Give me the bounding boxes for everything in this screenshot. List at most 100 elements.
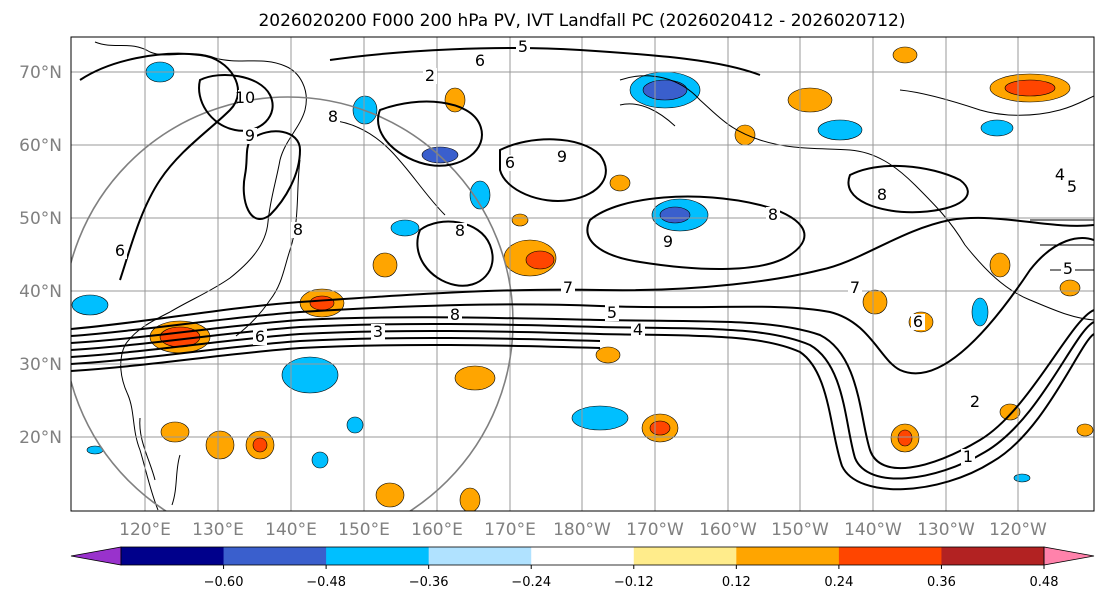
ivt-anomaly-patch <box>817 119 863 141</box>
colorbar-segment <box>838 547 942 565</box>
pv-contour-label: 2 <box>970 392 980 411</box>
ivt-anomaly-patch <box>1013 473 1031 483</box>
pv-label-bg <box>453 223 467 239</box>
pv-label-bg <box>291 222 305 238</box>
ivt-anomaly-patch <box>734 124 756 146</box>
pv-label-bg <box>473 53 487 69</box>
ivt-anomaly-patch <box>642 79 688 101</box>
ivt-anomaly-patch <box>989 252 1011 278</box>
ivt-anomaly-patch <box>1004 79 1056 97</box>
ivt-anomaly-patch <box>649 420 671 436</box>
colorbar-tick-label: 0.24 <box>824 575 853 590</box>
pv-contour-label: 8 <box>328 107 338 126</box>
ivt-anomaly-patch <box>609 174 631 192</box>
pv-contour-label: 6 <box>475 51 485 70</box>
colorbar-tick-label: −0.12 <box>614 575 654 590</box>
colorbar-segment <box>633 547 737 565</box>
pv-contour-label: 5 <box>607 303 617 322</box>
pv-label-bg <box>605 305 619 321</box>
ivt-anomaly-patch <box>252 437 268 453</box>
pv-contour-label: 9 <box>245 126 255 145</box>
map-frame <box>70 36 1095 512</box>
latitude-labels: 70°N 60°N 50°N 40°N 30°N 20°N <box>19 63 62 448</box>
pv-label-bg <box>911 314 925 330</box>
pv-contour-label: 8 <box>877 185 887 204</box>
influence-circle <box>71 96 514 511</box>
colorbar-segment <box>736 547 840 565</box>
pv-label-bg <box>243 128 257 144</box>
ivt-anomaly-patch <box>595 346 621 364</box>
graticule <box>71 37 1094 511</box>
pv-label-bg <box>875 187 889 203</box>
pv-label-bg <box>631 322 645 338</box>
colorbar-tick-label: 0.12 <box>722 575 751 590</box>
pv-label-bg <box>448 307 462 323</box>
pv-label-bg <box>503 155 517 171</box>
lat-tick-label: 70°N <box>19 63 62 83</box>
pv-label-bg <box>968 394 982 410</box>
ivt-anomaly-patch <box>525 250 555 270</box>
ivt-anomaly-patch <box>421 146 459 164</box>
lon-tick-label: 160°E <box>411 520 463 540</box>
lon-tick-label: 180°W <box>553 520 611 540</box>
colorbar-outline <box>120 546 1045 566</box>
ivt-anomaly-patch <box>1059 279 1081 297</box>
pv-label-bg <box>1061 261 1075 277</box>
pv-label-bg <box>661 234 675 250</box>
ivt-anomaly-patch <box>787 87 833 113</box>
pv-contour-label: 7 <box>563 278 573 297</box>
lat-tick-label: 30°N <box>19 355 62 375</box>
pv-label-bg <box>516 39 530 55</box>
ivt-anomaly-patch <box>346 416 364 434</box>
lon-tick-label: 140°W <box>844 520 902 540</box>
pv-contour-label: 8 <box>455 221 465 240</box>
pv-contour-label: 5 <box>1067 177 1077 196</box>
pv-label-bg <box>555 149 569 165</box>
pv-label-bg <box>326 109 340 125</box>
ivt-anomaly-patch <box>892 46 918 64</box>
longitude-labels: 120°E 130°E 140°E 150°E 160°E 170°E 180°W 170°W… <box>119 520 1047 540</box>
colorbar-segment <box>223 547 327 565</box>
ivt-anomaly-patch <box>281 356 339 394</box>
pv-contour-label: 6 <box>255 327 265 346</box>
ivt-anomaly-patch <box>659 206 691 224</box>
ivt-anomaly-patch <box>971 297 989 327</box>
colorbar-segment <box>121 547 225 565</box>
lat-tick-label: 40°N <box>19 282 62 302</box>
pv-contour-label: 9 <box>663 232 673 251</box>
pv-contour-label: 1 <box>963 447 973 466</box>
ivt-anomaly-patch <box>372 252 398 278</box>
colorbar-tick-label: 0.36 <box>927 575 956 590</box>
pv-label-bg <box>561 280 575 296</box>
colorbar-segment <box>941 547 1045 565</box>
colorbar-segment <box>428 547 532 565</box>
pv-contour-label: 8 <box>450 305 460 324</box>
pv-contour-label: 6 <box>913 312 923 331</box>
colorbar-segment <box>531 547 635 565</box>
pv-contour-label: 10 <box>235 88 255 107</box>
lon-tick-label: 160°W <box>699 520 757 540</box>
colorbar-tick-label: 0.48 <box>1030 575 1059 590</box>
lon-tick-label: 140°E <box>265 520 317 540</box>
pv-contour-label: 9 <box>557 147 567 166</box>
pv-contour-label: 3 <box>373 322 383 341</box>
lon-tick-label: 150°W <box>771 520 829 540</box>
pv-label-bg <box>1065 179 1079 195</box>
ivt-anomaly-patch <box>862 289 888 315</box>
pv-label-bg <box>253 329 267 345</box>
pv-label-bg <box>423 68 437 84</box>
lon-tick-label: 130°W <box>917 520 975 540</box>
pv-label-bg <box>961 449 975 465</box>
lat-tick-label: 60°N <box>19 136 62 156</box>
ivt-anomaly-patch <box>980 119 1014 137</box>
pv-contour-label: 6 <box>115 241 125 260</box>
pv-label-bg <box>113 243 127 259</box>
pv-label-bg <box>1053 167 1067 183</box>
colorbar-ticks: −0.60 −0.48 −0.36 −0.24 −0.12 0.12 0.24 0.36 0.4… <box>204 565 1059 590</box>
ivt-anomaly-patch <box>309 295 335 311</box>
colorbar-extend-high <box>1043 546 1095 566</box>
ivt-anomaly-patch <box>1076 423 1094 437</box>
colorbar-tick-label: −0.60 <box>204 575 244 590</box>
